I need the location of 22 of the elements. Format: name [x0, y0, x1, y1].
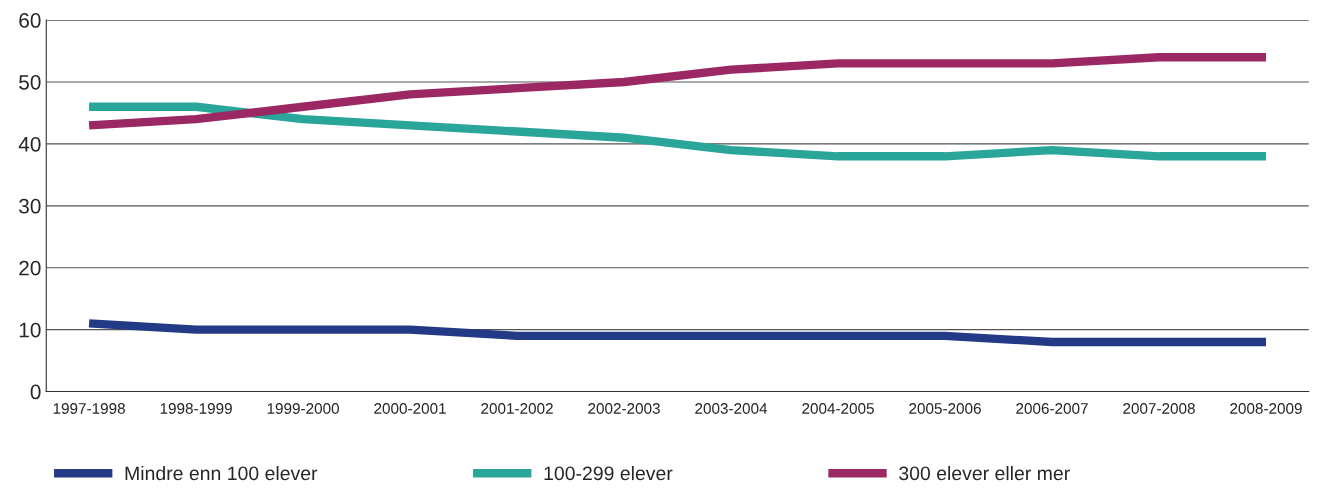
y-tick-label: 50 [19, 74, 41, 90]
y-tick-label: 30 [19, 198, 41, 214]
x-tick-label: 1997-1998 [53, 403, 125, 414]
y-tick-label: 0 [30, 384, 41, 400]
y-tick-label: 60 [19, 13, 41, 28]
x-tick-label: 2002-2003 [588, 403, 660, 414]
x-tick-label: 2001-2002 [481, 403, 553, 414]
x-tick-label: 2008-2009 [1230, 403, 1302, 414]
x-tick-label: 2003-2004 [695, 403, 768, 414]
x-tick-label: 1998-1999 [160, 403, 232, 414]
legend-label: Mindre enn 100 elever [125, 465, 318, 481]
x-tick-label: 2000-2001 [374, 403, 446, 414]
x-tick-label: 2007-2008 [1123, 403, 1195, 414]
y-tick-label: 40 [18, 136, 41, 152]
x-tick-label: 1999-2000 [267, 403, 339, 414]
x-tick-label: 2006-2007 [1016, 403, 1088, 414]
y-tick-label: 20 [19, 260, 41, 276]
legend-label: 300 elever eller mer [899, 465, 1070, 481]
x-tick-label: 2005-2006 [909, 403, 981, 414]
legend-label: 100-299 elever [544, 465, 673, 481]
x-tick-label: 2004-2005 [802, 403, 874, 414]
y-tick-label: 10 [19, 322, 41, 338]
